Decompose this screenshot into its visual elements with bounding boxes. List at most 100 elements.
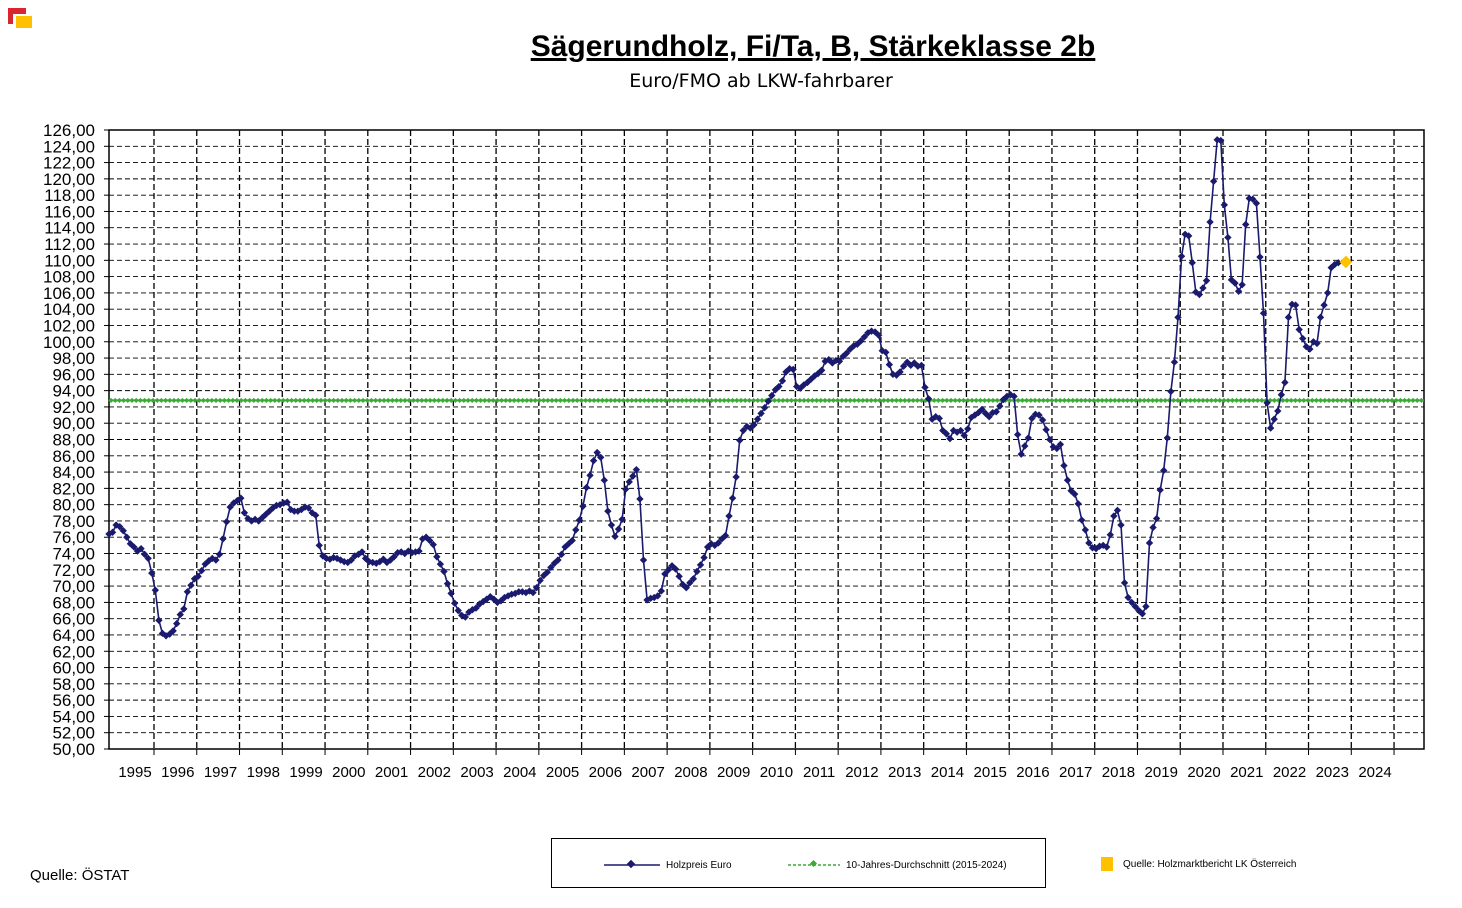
average-marker [482,397,488,403]
x-tick-label: 1998 [247,764,280,781]
average-marker [490,397,496,403]
average-marker [1360,397,1366,403]
average-marker [1162,397,1168,403]
latest-value-marker [1339,255,1353,269]
average-marker [163,397,169,403]
average-marker [1057,397,1063,403]
legend-label-price: Holzpreis Euro [666,859,732,871]
price-marker [842,349,851,357]
average-marker [251,397,257,403]
average-marker [452,397,458,403]
average-marker [1078,397,1084,403]
average-marker [410,397,416,403]
average-marker [1381,397,1387,403]
y-tick-label: 58,00 [52,675,95,694]
price-marker [768,391,776,400]
chart-subtitle: Euro/FMO ab LKW-fahrbarer [629,70,893,92]
price-marker [978,405,986,414]
price-marker [1270,415,1278,423]
price-marker [1042,426,1050,434]
average-marker [352,397,358,403]
price-marker [885,360,894,369]
price-marker [1138,610,1147,618]
price-marker [212,556,220,564]
price-marker [1113,506,1122,515]
average-marker [234,397,240,403]
price-marker [1078,516,1086,524]
average-marker [297,397,303,403]
average-marker [137,397,143,403]
average-marker [1246,397,1252,403]
x-tick-label: 2007 [631,764,664,781]
average-marker [394,397,400,403]
price-marker [358,548,366,556]
price-marker [686,579,694,587]
price-marker [696,561,705,569]
average-marker [184,397,190,403]
price-marker [921,383,929,392]
x-tick-label: 2016 [1016,764,1049,781]
price-marker [123,533,131,541]
price-marker [700,553,708,562]
average-marker [1255,397,1261,403]
average-marker [217,397,223,403]
price-marker [311,511,320,519]
price-marker [155,616,163,624]
price-marker [240,509,249,517]
price-marker [614,525,623,533]
average-marker [398,397,404,403]
price-marker [1266,424,1275,432]
price-marker [1320,301,1328,309]
y-tick-label: 72,00 [52,561,95,580]
price-marker [219,535,227,543]
average-marker [272,397,278,403]
price-marker [433,553,441,561]
average-marker [242,397,248,403]
average-marker [1150,397,1156,403]
price-marker [1299,334,1307,343]
price-marker [222,518,231,526]
y-tick-label: 106,00 [43,284,95,303]
price-marker [857,337,865,345]
average-marker [360,397,366,403]
average-marker [1402,397,1408,403]
price-marker [148,569,156,577]
chart-title: Sägerundholz, Fi/Ta, B, Stärkeklasse 2b [530,30,1096,63]
legend-item-average: 10-Jahres-Durchschnitt (2015-2024) [788,859,1007,871]
average-marker [1204,397,1210,403]
price-marker [860,333,869,341]
price-marker [721,531,730,540]
price-marker [1010,392,1018,401]
y-tick-label: 124,00 [43,137,95,156]
price-marker [1053,444,1061,453]
average-marker [196,397,202,403]
price-marker [661,570,669,578]
price-marker [1063,476,1072,484]
price-marker [924,395,933,403]
average-marker [385,397,391,403]
average-marker [402,397,408,403]
average-marker [1036,397,1042,403]
price-marker [1163,434,1171,442]
price-marker [1024,434,1033,442]
average-marker [872,397,878,403]
average-marker [356,397,362,403]
price-marker [426,536,434,545]
average-marker [1024,397,1030,403]
price-marker [575,516,584,524]
price-marker [557,550,566,559]
x-tick-label: 2023 [1316,764,1349,781]
x-tick-label: 2018 [1102,764,1135,781]
price-marker [753,415,762,423]
average-marker [188,397,194,403]
price-marker [1306,345,1314,353]
price-marker [529,588,537,597]
average-marker [226,397,232,403]
price-marker [194,572,202,581]
price-marker [1199,284,1207,292]
price-marker [1013,430,1022,439]
x-tick-label: 2001 [375,764,408,781]
price-marker [1021,442,1029,450]
price-marker [1152,514,1161,523]
y-tick-label: 118,00 [44,186,95,205]
